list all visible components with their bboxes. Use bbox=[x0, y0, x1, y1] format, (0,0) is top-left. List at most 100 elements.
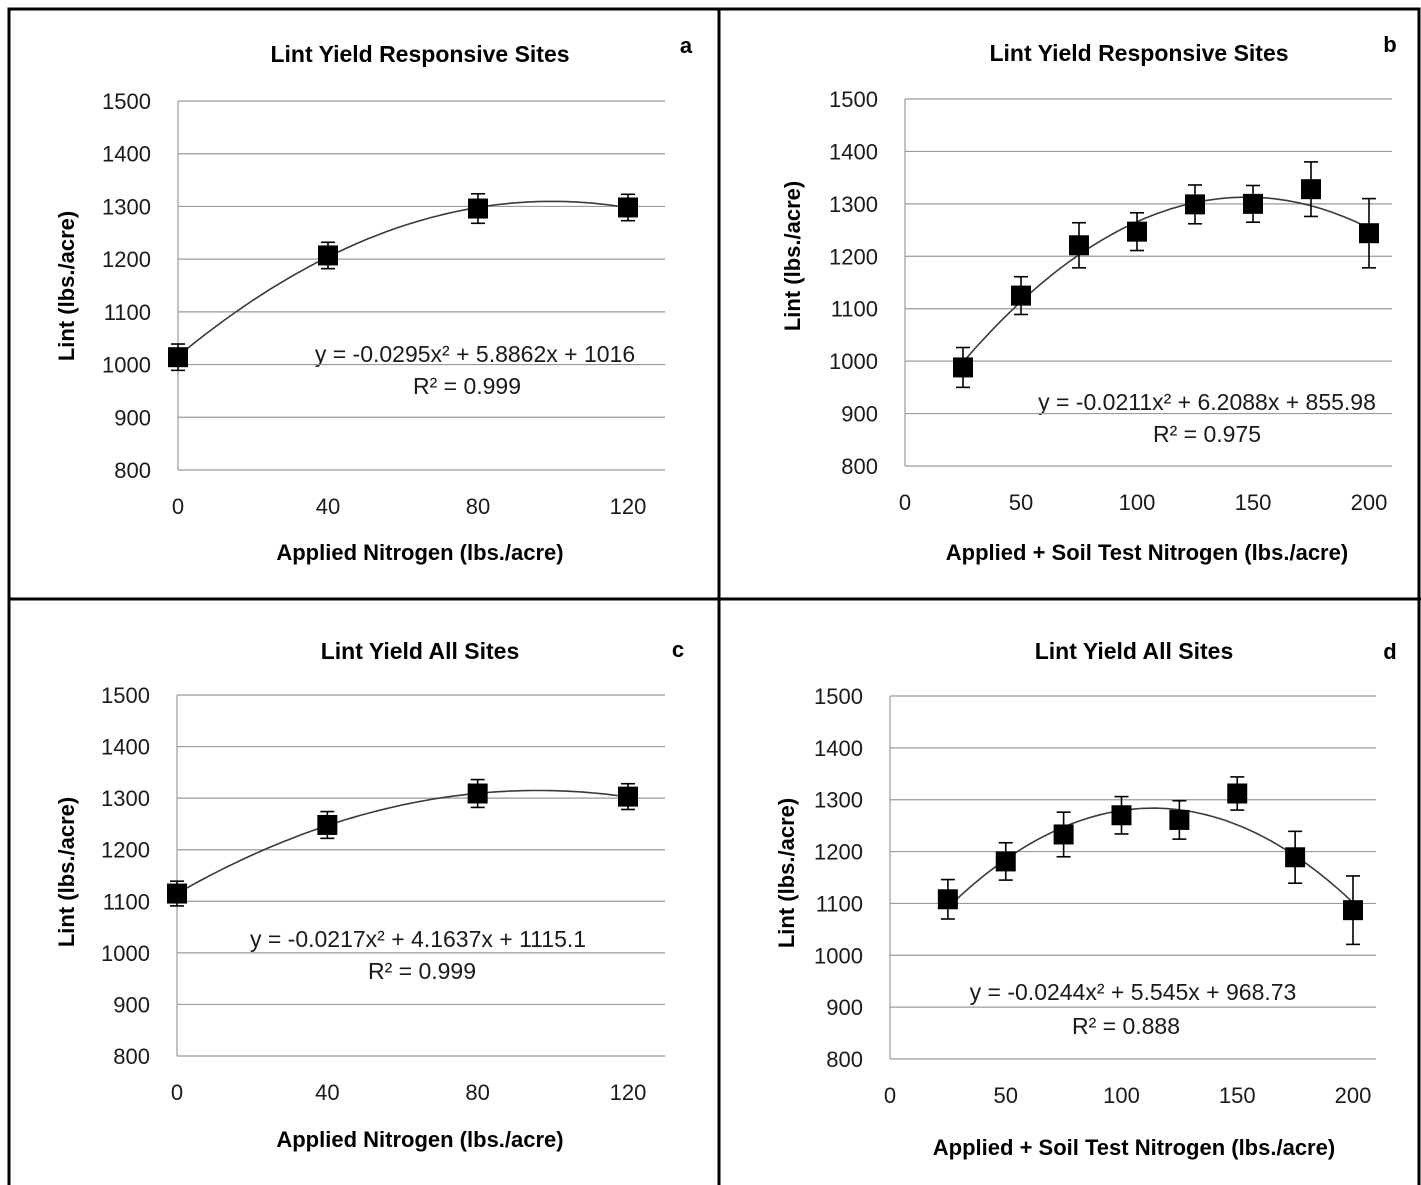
panel-letter: b bbox=[1383, 32, 1396, 57]
y-tick-label: 1200 bbox=[814, 840, 863, 865]
y-tick-label: 1100 bbox=[104, 300, 151, 325]
square-marker bbox=[1111, 805, 1132, 826]
y-tick-label: 1000 bbox=[102, 353, 151, 378]
y-tick-label: 1100 bbox=[831, 297, 878, 322]
x-tick-label: 40 bbox=[315, 1080, 339, 1105]
y-tick-label: 1200 bbox=[829, 244, 878, 269]
x-axis-label: Applied + Soil Test Nitrogen (lbs./acre) bbox=[946, 540, 1348, 565]
r-squared: R² = 0.999 bbox=[413, 373, 521, 399]
square-marker bbox=[468, 198, 488, 219]
data-point bbox=[995, 841, 1016, 881]
data-point bbox=[318, 241, 338, 270]
data-point bbox=[1111, 795, 1132, 835]
y-tick-label: 800 bbox=[841, 454, 878, 479]
x-tick-label: 0 bbox=[899, 490, 911, 515]
x-tick-label: 50 bbox=[1009, 490, 1033, 515]
x-tick-label: 200 bbox=[1351, 490, 1388, 515]
x-tick-label: 0 bbox=[884, 1083, 896, 1108]
trendline-equation: y = -0.0211x² + 6.2088x + 855.98 bbox=[1038, 389, 1376, 415]
y-tick-label: 900 bbox=[114, 405, 151, 430]
data-point bbox=[168, 343, 188, 372]
chart-panel-a: Lint Yield Responsive Sites a Applied Ni… bbox=[54, 33, 693, 565]
square-marker bbox=[1185, 194, 1205, 215]
square-marker bbox=[317, 814, 338, 835]
square-marker bbox=[1359, 223, 1379, 244]
trendline bbox=[962, 196, 1370, 363]
y-tick-label: 1000 bbox=[829, 349, 878, 374]
figure-border bbox=[7, 7, 1421, 1185]
square-marker bbox=[1127, 221, 1147, 242]
y-tick-label: 1400 bbox=[829, 139, 878, 164]
data-point bbox=[618, 782, 638, 811]
square-marker bbox=[1285, 847, 1306, 868]
y-tick-label: 800 bbox=[826, 1047, 863, 1072]
x-tick-label: 80 bbox=[466, 494, 490, 519]
r-squared: R² = 0.888 bbox=[1072, 1013, 1180, 1039]
data-point bbox=[1127, 211, 1147, 252]
x-axis-label: Applied Nitrogen (lbs./acre) bbox=[276, 1127, 563, 1152]
data-point bbox=[1169, 799, 1190, 840]
square-marker bbox=[618, 786, 638, 807]
x-tick-label: 150 bbox=[1235, 490, 1272, 515]
y-tick-label: 1500 bbox=[814, 684, 863, 709]
y-tick-label: 1200 bbox=[102, 247, 151, 272]
square-marker bbox=[1169, 809, 1190, 830]
y-tick-label: 900 bbox=[826, 995, 863, 1020]
x-tick-label: 0 bbox=[172, 494, 184, 519]
x-tick-label: 100 bbox=[1119, 490, 1156, 515]
panel-letter: d bbox=[1383, 639, 1396, 664]
y-tick-label: 1500 bbox=[102, 89, 151, 114]
chart-title: Lint Yield Responsive Sites bbox=[989, 40, 1288, 66]
data-point bbox=[1301, 161, 1321, 218]
y-tick-label: 800 bbox=[113, 1044, 150, 1069]
square-marker bbox=[618, 197, 638, 218]
y-tick-label: 1300 bbox=[829, 192, 878, 217]
y-axis-label: Lint (lbs./acre) bbox=[780, 181, 805, 331]
trendline bbox=[177, 200, 629, 357]
y-tick-label: 1500 bbox=[829, 87, 878, 112]
x-tick-label: 50 bbox=[994, 1083, 1018, 1108]
data-point bbox=[618, 193, 638, 222]
data-point bbox=[1053, 811, 1074, 858]
panel-letter: a bbox=[680, 33, 693, 58]
y-tick-label: 1400 bbox=[101, 735, 150, 760]
data-point bbox=[937, 878, 958, 920]
chart-title: Lint Yield All Sites bbox=[1035, 638, 1234, 664]
x-tick-label: 40 bbox=[316, 494, 340, 519]
y-tick-label: 1000 bbox=[101, 941, 150, 966]
y-tick-label: 1400 bbox=[102, 142, 151, 167]
y-tick-label: 1100 bbox=[103, 889, 150, 914]
y-tick-label: 1200 bbox=[101, 838, 150, 863]
y-tick-label: 1500 bbox=[101, 683, 150, 708]
x-tick-label: 120 bbox=[610, 494, 647, 519]
data-point bbox=[1359, 197, 1379, 269]
x-tick-label: 200 bbox=[1335, 1083, 1372, 1108]
x-tick-label: 0 bbox=[171, 1080, 183, 1105]
square-marker bbox=[1053, 824, 1074, 845]
square-marker bbox=[1243, 193, 1263, 214]
y-axis-label: Lint (lbs./acre) bbox=[774, 798, 799, 948]
y-tick-label: 900 bbox=[841, 402, 878, 427]
y-tick-label: 800 bbox=[114, 458, 151, 483]
y-tick-label: 1000 bbox=[814, 943, 863, 968]
chart-panel-b: Lint Yield Responsive Sites b Applied + … bbox=[780, 32, 1397, 565]
square-marker bbox=[318, 245, 338, 266]
data-point bbox=[953, 346, 973, 389]
square-marker bbox=[1011, 285, 1031, 306]
x-tick-label: 100 bbox=[1103, 1083, 1140, 1108]
data-point bbox=[1069, 221, 1089, 269]
y-tick-label: 1300 bbox=[814, 788, 863, 813]
data-point bbox=[1343, 875, 1363, 946]
r-squared: R² = 0.975 bbox=[1153, 421, 1261, 447]
y-tick-label: 1300 bbox=[101, 786, 150, 811]
square-marker bbox=[953, 357, 973, 378]
chart-title: Lint Yield All Sites bbox=[321, 638, 520, 664]
data-point bbox=[467, 778, 488, 809]
y-axis-label: Lint (lbs./acre) bbox=[54, 797, 79, 947]
y-tick-label: 1300 bbox=[102, 194, 151, 219]
square-marker bbox=[937, 889, 958, 910]
x-axis-label: Applied Nitrogen (lbs./acre) bbox=[276, 540, 563, 565]
square-marker bbox=[1227, 783, 1248, 804]
data-point bbox=[1227, 776, 1248, 811]
